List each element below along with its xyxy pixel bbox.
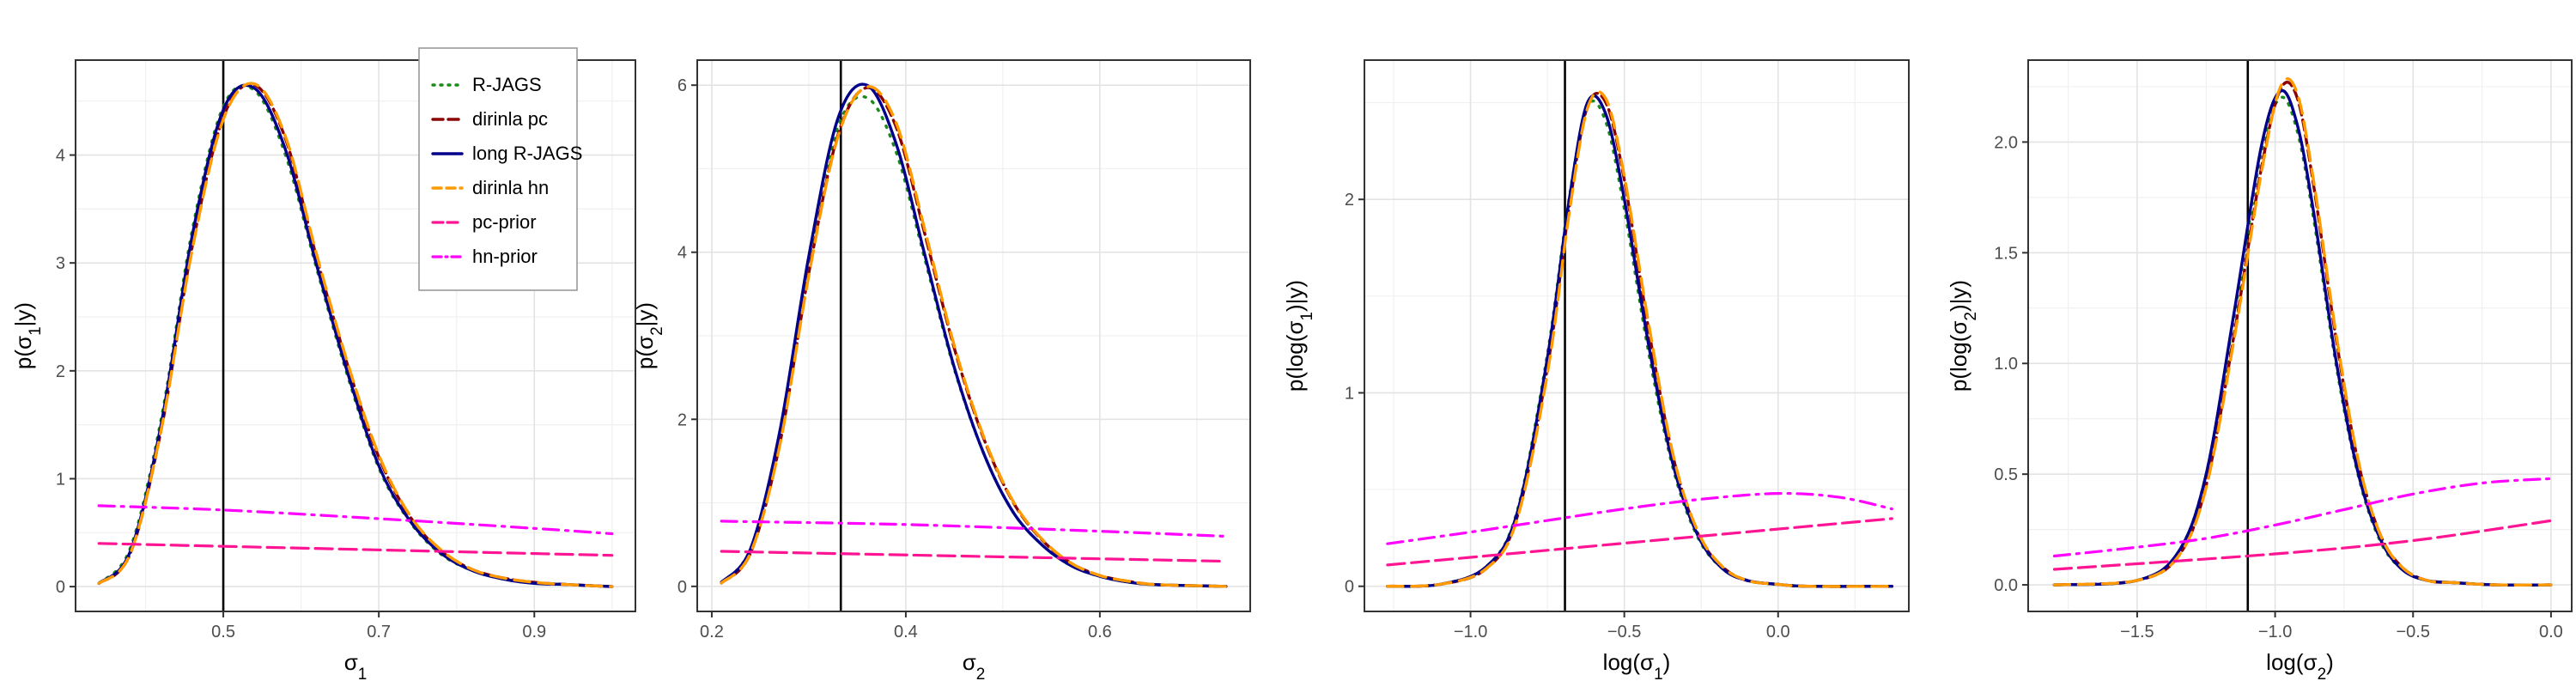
y-axis-label-sub: 1 (1298, 312, 1316, 321)
y-axis-label: p(σ1|y) (10, 302, 45, 369)
y-tick-label: 2.0 (1994, 133, 2018, 152)
y-tick-label: 1 (56, 470, 65, 489)
y-axis-label-sub: 2 (648, 326, 666, 336)
x-axis-label-main: log(σ (1603, 649, 1654, 675)
legend-label: hn-prior (472, 246, 538, 267)
x-axis-label-main: log(σ (2266, 649, 2317, 675)
series-line-hn-prior (1386, 491, 1893, 545)
x-tick-label: 0.9 (522, 623, 546, 641)
series-line-hn-prior (720, 520, 1228, 538)
x-tick-label: −0.5 (1607, 623, 1641, 641)
series-line-pc-prior (2052, 519, 2553, 571)
y-tick-label: 6 (677, 76, 687, 95)
y-tick-label: 1.5 (1994, 244, 2018, 263)
legend-box (418, 47, 578, 291)
series-line-pc-prior (97, 542, 614, 557)
panel-4: −1.5 −1.0 −0.5 0.00.00.51.01.52.0log(σ2)p(l… (1946, 59, 2573, 684)
y-axis-label-main: p(σ (10, 336, 36, 369)
panel-border (1364, 59, 1910, 612)
x-axis-label-end: ) (1663, 649, 1671, 675)
x-axis-label: σ1 (344, 649, 368, 684)
y-tick-label: 2 (1345, 191, 1354, 210)
x-tick-label: 0.6 (1088, 623, 1112, 641)
x-axis-label-sub: 1 (358, 666, 368, 684)
series-line-long-r-jags (1386, 94, 1893, 588)
series-line-dirinla-hn (97, 82, 614, 588)
legend-label: dirinla hn (472, 177, 549, 198)
y-tick-label: 0.5 (1994, 465, 2018, 484)
x-axis-label-main: σ (963, 649, 976, 675)
panel-border (2027, 59, 2573, 612)
legend-label: R-JAGS (472, 74, 542, 95)
y-axis-label-end: )|y) (1282, 280, 1308, 312)
y-axis-label-main: p(log(σ (1282, 321, 1308, 392)
x-tick-label: 0.7 (367, 623, 391, 641)
x-axis-label-main: σ (344, 649, 358, 675)
plot-background (1364, 60, 1909, 611)
x-tick-label: −1.0 (2258, 623, 2292, 641)
x-axis-label: log(σ2) (2266, 649, 2334, 684)
y-tick-label: 4 (56, 147, 65, 166)
x-axis-label-sub: 2 (976, 666, 986, 684)
x-tick-label: 0.0 (1766, 623, 1790, 641)
x-tick-label: −1.0 (1454, 623, 1487, 641)
x-axis-label-end: ) (2326, 649, 2334, 675)
series-line-hn-prior (2052, 477, 2553, 558)
panel-border (696, 59, 1251, 612)
x-axis-label-sub: 2 (2318, 666, 2327, 684)
x-tick-label: −1.5 (2120, 623, 2154, 641)
y-axis-label: p(log(σ1)|y) (1282, 280, 1316, 392)
y-tick-label: 1 (1345, 384, 1354, 403)
legend: R-JAGS dirinla pc long R-JAGS dirinla hn pc-… (418, 47, 582, 291)
series-line-dirinla-hn (720, 85, 1228, 588)
x-tick-label: −0.5 (2396, 623, 2429, 641)
x-tick-label: 0.4 (894, 623, 918, 641)
y-axis-label: p(σ2|y) (632, 302, 666, 369)
series-line-dirinla-hn (2052, 77, 2553, 587)
y-tick-label: 0 (677, 578, 687, 597)
x-tick-label: 0.2 (700, 623, 724, 641)
y-axis-label: p(log(σ2)|y) (1946, 280, 1980, 392)
y-axis-label-main: p(log(σ (1946, 321, 1971, 392)
y-axis-label-end: |y) (10, 302, 36, 326)
x-axis-label: log(σ1) (1603, 649, 1671, 684)
y-tick-label: 2 (677, 410, 687, 429)
y-axis-label-sub: 1 (27, 326, 45, 336)
x-axis-label-sub: 1 (1654, 666, 1663, 684)
y-tick-label: 3 (56, 254, 65, 273)
y-tick-label: 2 (56, 362, 65, 381)
y-axis-label-end: )|y) (1946, 280, 1971, 312)
y-tick-label: 0 (56, 578, 65, 597)
legend-label: dirinla pc (472, 108, 548, 130)
y-tick-label: 1.0 (1994, 355, 2018, 374)
y-axis-label-main: p(σ (632, 336, 658, 369)
series-line-pc-prior (1386, 517, 1893, 567)
x-axis-label: σ2 (963, 649, 986, 684)
legend-label: pc-prior (472, 211, 537, 233)
panel-border (75, 59, 636, 612)
y-tick-label: 4 (677, 244, 687, 263)
series-line-pc-prior (720, 550, 1228, 563)
x-tick-label: 0.0 (2539, 623, 2563, 641)
y-tick-label: 0 (1345, 578, 1354, 597)
y-tick-label: 0.0 (1994, 576, 2018, 595)
series-line-dirinla-hn (1386, 90, 1893, 588)
y-axis-label-sub: 2 (1962, 312, 1980, 321)
y-axis-label-end: |y) (632, 302, 658, 326)
legend-label: long R-JAGS (472, 143, 582, 164)
series-line-hn-prior (97, 504, 614, 536)
x-tick-label: 0.5 (211, 623, 235, 641)
